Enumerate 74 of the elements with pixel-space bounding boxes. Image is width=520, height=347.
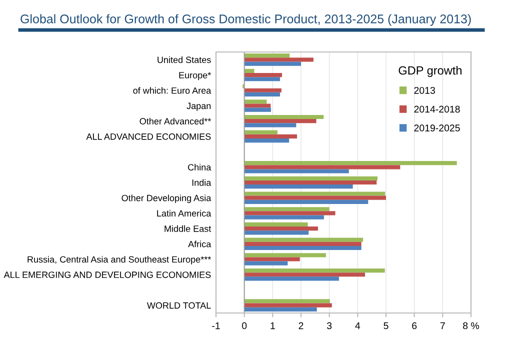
- bar: [244, 246, 362, 250]
- y-tick-label: Russia, Central Asia and Southeast Europe***: [28, 256, 212, 264]
- bar: [244, 257, 300, 262]
- bar: [244, 303, 332, 308]
- bar: [244, 226, 318, 231]
- y-tick-label: Other Developing Asia: [122, 194, 212, 203]
- bar: [244, 68, 254, 73]
- y-tick-label: ALL EMERGING AND DEVELOPING ECONOMIES: [4, 272, 211, 278]
- bar: [244, 58, 314, 62]
- bar: [244, 276, 339, 281]
- bar: [244, 215, 324, 220]
- x-tick-label: 1: [270, 322, 275, 330]
- y-tick-label: Japan: [186, 102, 211, 111]
- y-tick-label: Latin America: [157, 210, 212, 217]
- y-tick-label: India: [192, 179, 212, 186]
- bar: [244, 169, 349, 174]
- x-tick-label: 7: [440, 322, 445, 330]
- y-tick-label: United States: [158, 56, 211, 64]
- bar: [244, 176, 378, 180]
- bar: [244, 184, 353, 189]
- bar: [244, 299, 330, 304]
- x-tick-label: 4: [355, 322, 360, 330]
- bar: [244, 114, 324, 120]
- bar: [244, 230, 309, 235]
- x-tick-label: 6: [412, 322, 417, 330]
- x-tick-label: 5: [384, 322, 388, 330]
- y-tick-label: ALL ADVANCED ECONOMIES: [86, 133, 211, 140]
- bar: [244, 104, 271, 108]
- y-tick-label: Middle East: [164, 225, 212, 232]
- bar: [244, 192, 386, 196]
- bar: [244, 268, 385, 273]
- y-tick-label: Africa: [188, 240, 212, 248]
- bar: [244, 261, 288, 266]
- bar: [244, 108, 271, 112]
- bar: [244, 200, 368, 204]
- x-tick-label: 8 %: [463, 322, 480, 330]
- y-tick-label: Other Advanced**: [140, 118, 211, 124]
- bar: [244, 165, 400, 170]
- bar: [244, 123, 296, 128]
- bar: [244, 54, 290, 58]
- x-tick-label: -1: [212, 322, 220, 330]
- y-tick-label: WORLD TOTAL: [146, 302, 211, 309]
- bar: [244, 92, 280, 97]
- bar: [244, 196, 386, 200]
- bar: [244, 180, 377, 185]
- bar: [244, 307, 317, 312]
- bar: [244, 77, 280, 82]
- y-tick-label: China: [188, 164, 212, 171]
- x-tick-label: 0: [242, 322, 247, 330]
- bar: [244, 134, 298, 138]
- bar: [244, 238, 364, 242]
- bar: [244, 88, 282, 92]
- bar: [244, 211, 336, 216]
- bar: [244, 222, 308, 227]
- legend-label: 2013: [414, 86, 435, 94]
- legend-label: 2019-2025: [414, 124, 460, 132]
- bar: [244, 207, 330, 212]
- bar: [244, 62, 301, 66]
- legend-label: 2014-2018: [414, 106, 460, 113]
- x-tick-label: 2: [298, 322, 304, 330]
- bar: [244, 72, 282, 78]
- bar: [244, 119, 316, 124]
- bar: [244, 242, 362, 246]
- bar: [244, 272, 366, 277]
- bar: [244, 253, 326, 258]
- chart-title: Global Outlook for Growth of Gross Domestic Product, 2013-2025 (January 2013): [20, 14, 471, 26]
- y-tick-label: Europe*: [179, 72, 211, 80]
- legend-title: GDP growth: [398, 66, 462, 77]
- bar: [244, 130, 278, 134]
- y-tick-label: of which: Euro Area: [133, 87, 212, 94]
- bar: [244, 100, 267, 104]
- bar: [244, 161, 457, 166]
- bar: [244, 138, 290, 143]
- x-tick-label: 3: [327, 322, 332, 330]
